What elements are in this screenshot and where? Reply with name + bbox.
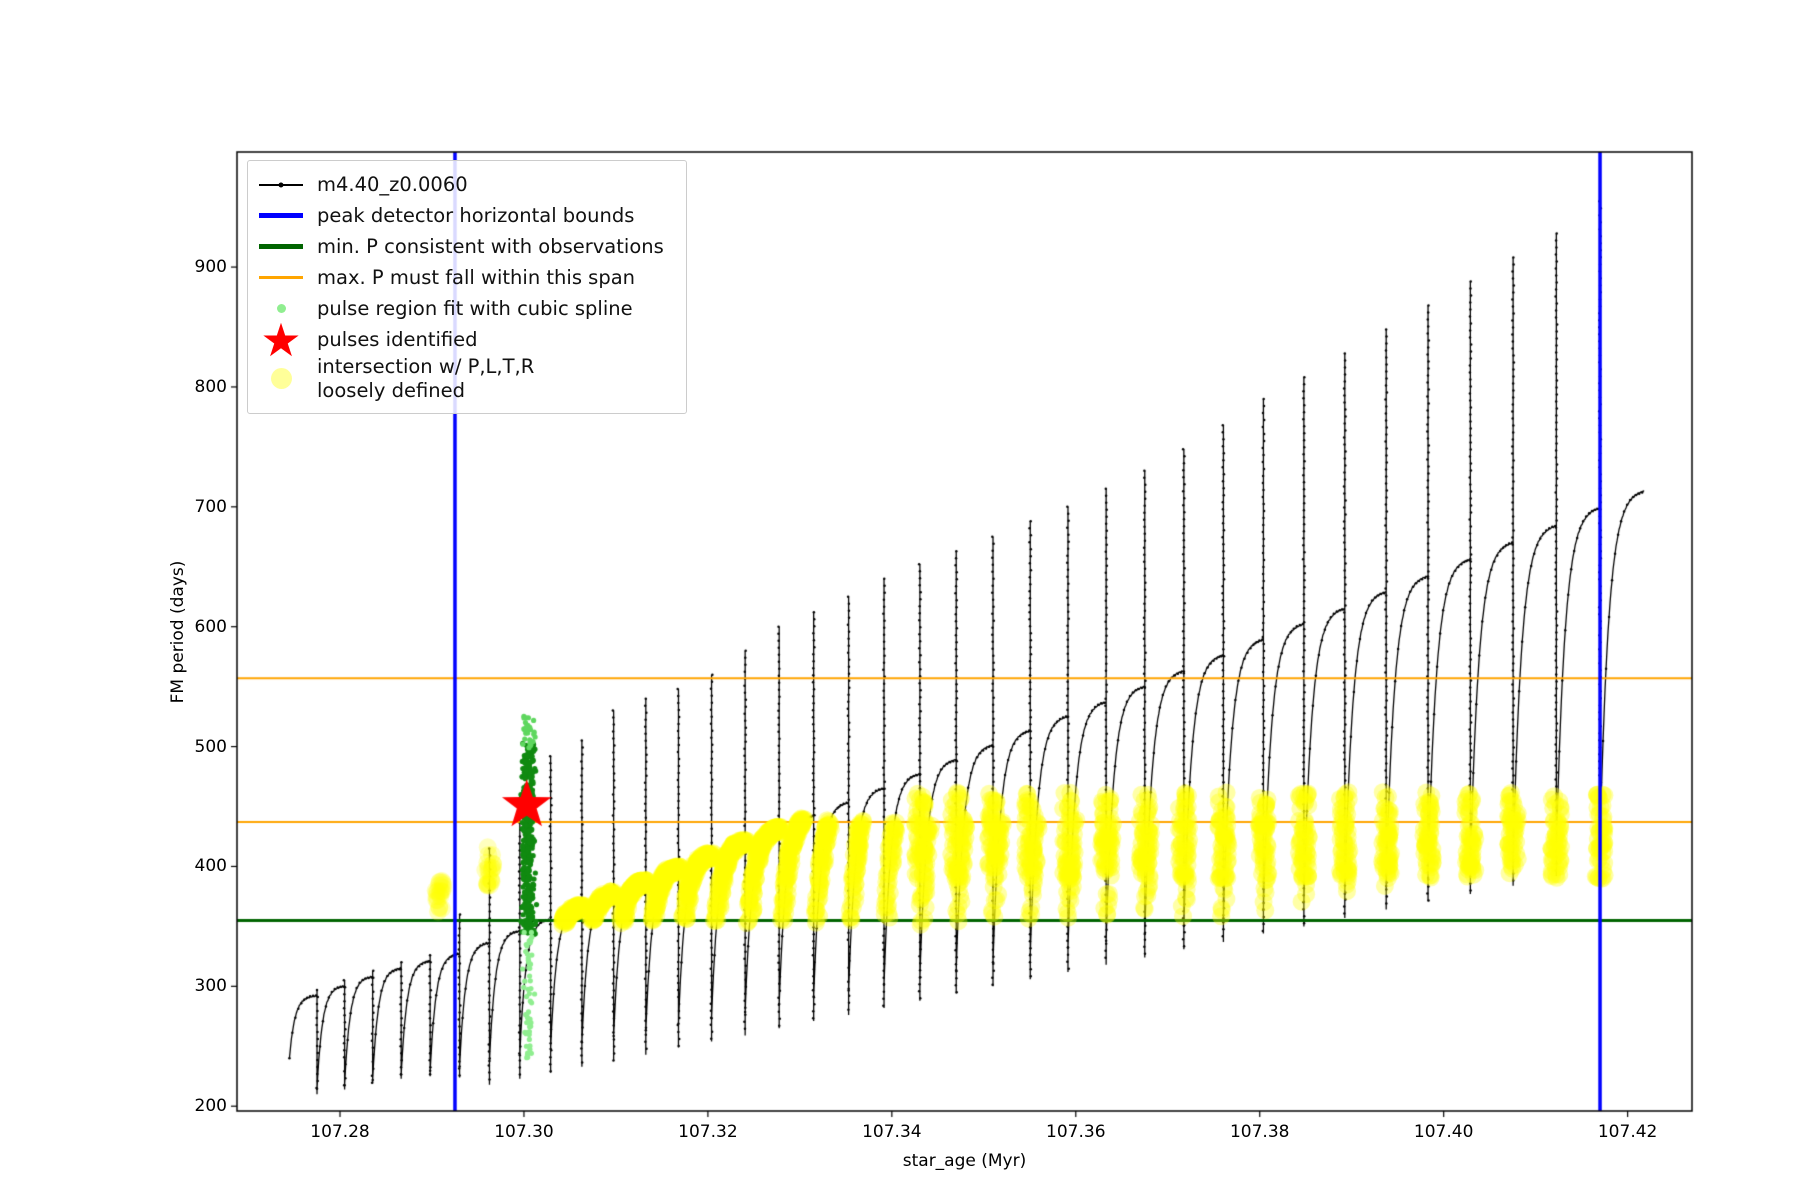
x-tick-label: 107.38 (1229, 1122, 1290, 1142)
legend-entry: m4.40_z0.0060 (258, 169, 664, 200)
y-tick-label: 600 (194, 616, 227, 637)
legend-entry: max. P must fall within this span (258, 262, 664, 293)
red-star-icon: ★ (260, 312, 302, 367)
x-tick-label: 107.40 (1413, 1122, 1474, 1142)
legend-entry: pulse region fit with cubic spline (258, 293, 664, 324)
x-tick-label: 107.32 (678, 1122, 738, 1142)
legend-label: peak detector horizontal bounds (317, 203, 635, 227)
green-line-icon (258, 244, 304, 249)
y-tick-label: 800 (194, 376, 227, 397)
y-tick-label: 300 (194, 976, 227, 997)
legend-label: min. P consistent with observations (317, 234, 664, 258)
x-tick-label: 107.28 (310, 1122, 370, 1142)
blue-line-icon (258, 213, 304, 218)
y-axis-label: FM period (days) (168, 560, 188, 703)
x-tick-label: 107.34 (862, 1122, 922, 1142)
legend-entry: min. P consistent with observations (258, 231, 664, 262)
legend-label: intersection w/ P,L,T,R loosely defined (317, 355, 535, 402)
lightgreen-dot-icon (258, 304, 304, 313)
x-tick-label: 107.42 (1597, 1122, 1658, 1142)
legend-entry: intersection w/ P,L,T,R loosely defined (258, 355, 664, 403)
legend-entry: peak detector horizontal bounds (258, 200, 664, 231)
orange-line-icon (258, 276, 304, 279)
x-axis-label: star_age (Myr) (902, 1151, 1027, 1171)
y-tick-label: 400 (194, 856, 227, 877)
legend-entry: ★ pulses identified (258, 312, 664, 367)
y-tick-label: 500 (194, 736, 227, 757)
legend-label: pulse region fit with cubic spline (317, 296, 633, 320)
y-tick-label: 700 (194, 496, 227, 517)
y-tick-label: 900 (194, 257, 227, 278)
x-tick-label: 107.36 (1046, 1122, 1106, 1142)
y-tick-label: 200 (194, 1096, 227, 1117)
yellow-dot-icon (258, 368, 304, 390)
legend-label: max. P must fall within this span (317, 265, 636, 289)
legend-label: pulses identified (317, 327, 478, 351)
legend-label: m4.40_z0.0060 (317, 172, 468, 196)
x-tick-label: 107.30 (494, 1122, 554, 1142)
black-line-with-dot-icon (258, 182, 304, 187)
